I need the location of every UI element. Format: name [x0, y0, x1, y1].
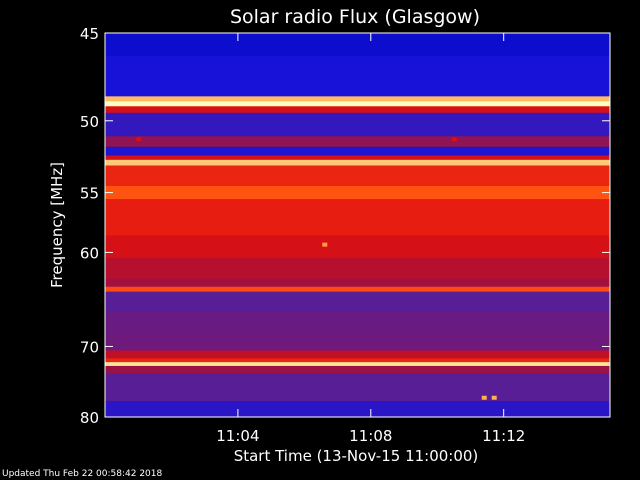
frequency-band: [105, 136, 610, 148]
x-tick-label: 11:12: [482, 427, 525, 445]
frequency-band: [105, 358, 610, 363]
frequency-band: [105, 33, 610, 57]
frequency-band: [105, 291, 610, 313]
frequency-band: [105, 334, 610, 352]
plot-area: [105, 33, 610, 418]
burst-mark: [451, 137, 457, 142]
frequency-band: [105, 159, 610, 167]
frequency-band: [105, 257, 610, 280]
x-tick-label: 11:04: [216, 427, 259, 445]
frequency-band: [105, 350, 610, 359]
frequency-band: [105, 312, 610, 335]
frequency-band: [105, 155, 610, 161]
y-tick-label: 80: [80, 409, 99, 427]
y-tick-label: 55: [80, 185, 99, 203]
x-tick-label: 11:08: [349, 427, 392, 445]
y-axis: 45 50 55 60 70 80: [80, 25, 610, 427]
burst-mark: [136, 137, 142, 142]
y-tick-label: 45: [80, 25, 99, 43]
frequency-band: [105, 101, 610, 107]
frequency-band: [105, 55, 610, 97]
burst-mark: [322, 242, 328, 247]
frequency-band: [105, 401, 610, 418]
frequency-band: [105, 362, 610, 367]
frequency-band: [105, 278, 610, 288]
plot-frame: [104, 32, 611, 418]
frequency-band: [105, 96, 610, 102]
frequency-band: [105, 112, 610, 137]
y-tick-label: 60: [80, 244, 99, 262]
y-axis-label: Frequency [MHz]: [48, 162, 66, 288]
frequency-band: [105, 106, 610, 114]
burst-mark: [491, 395, 497, 400]
frequency-band: [105, 373, 610, 402]
x-axis: 11:04 11:08 11:12: [216, 33, 525, 445]
frequency-band: [105, 286, 610, 293]
updated-timestamp: Updated Thu Feb 22 00:58:42 2018: [2, 469, 163, 479]
frequency-band: [105, 365, 610, 374]
frequency-band: [105, 235, 610, 259]
x-axis-label: Start Time (13-Nov-15 11:00:00): [234, 447, 479, 465]
frequency-band: [105, 146, 610, 157]
y-tick-label: 70: [80, 338, 99, 356]
y-tick-label: 50: [80, 113, 99, 131]
frequency-band: [105, 185, 610, 200]
frequency-band: [105, 199, 610, 237]
burst-mark: [481, 395, 487, 400]
frequency-band: [105, 165, 610, 187]
chart-title: Solar radio Flux (Glasgow): [230, 6, 480, 28]
